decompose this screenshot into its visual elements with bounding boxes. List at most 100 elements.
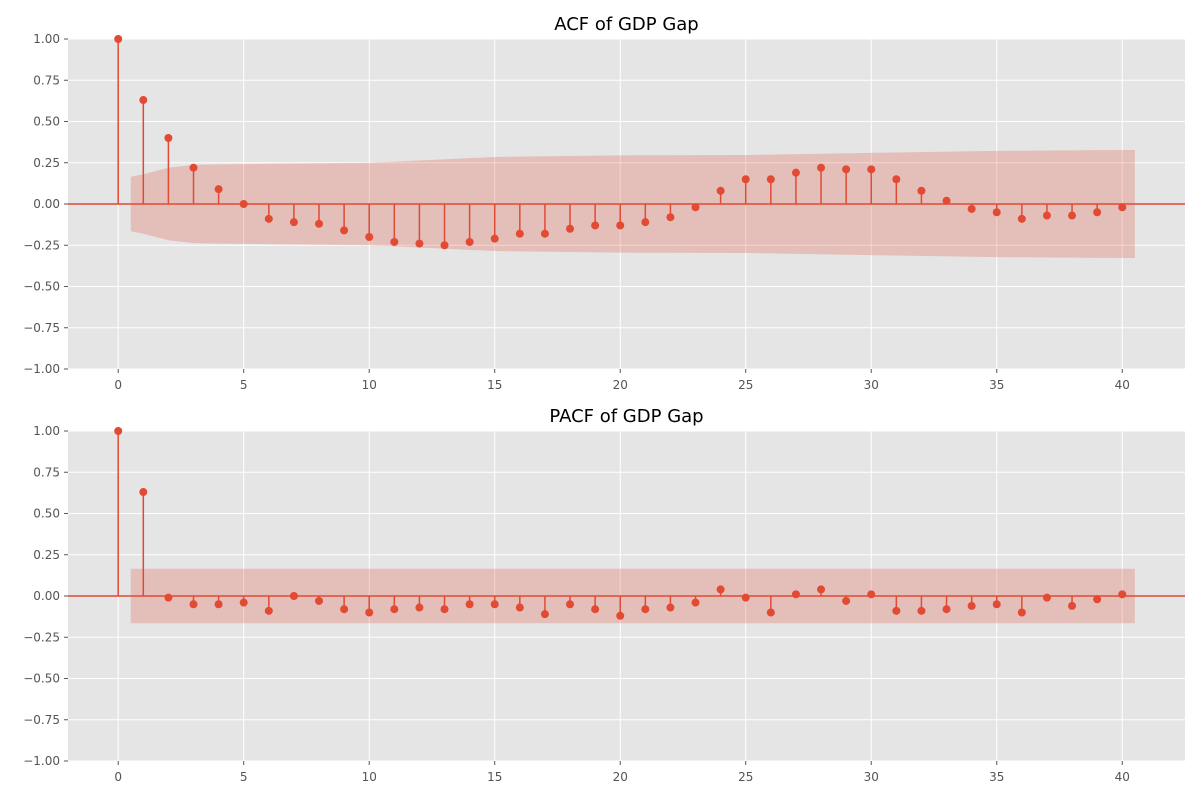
x-tick-label: 10 [362, 770, 377, 784]
stem-marker [465, 237, 474, 246]
stem-marker [766, 608, 775, 617]
stem-marker [766, 175, 775, 184]
y-tick-label: 1.00 [33, 424, 60, 438]
stems [114, 427, 1127, 620]
stem-marker [440, 605, 449, 614]
y-tick-label: 0.00 [33, 589, 60, 603]
stem-marker [1093, 595, 1102, 604]
y-tick-label: −0.75 [23, 321, 60, 335]
stem-marker [842, 596, 851, 605]
y-tick-label: 0.50 [33, 507, 60, 521]
stem-marker [566, 224, 575, 233]
y-tick-label: −1.00 [23, 754, 60, 768]
stem-marker [440, 241, 449, 250]
stem-marker [741, 175, 750, 184]
stem-marker [315, 219, 324, 228]
stem-marker [666, 603, 675, 612]
stem-marker [189, 163, 198, 172]
stem-marker [515, 229, 524, 238]
stem-marker [1017, 214, 1026, 223]
stem-marker [566, 600, 575, 609]
acf-panel: 0 5 10 15 20 25 30 35 40 1.00 0.75 0.50 0.25 0.00 −0.2… [23, 14, 1185, 392]
stem-marker [791, 168, 800, 177]
stem-marker [892, 606, 901, 615]
stem-marker [1068, 211, 1077, 220]
stem-marker [540, 229, 549, 238]
x-tick-label: 30 [864, 378, 879, 392]
y-tick-labels: 1.00 0.75 0.50 0.25 0.00 −0.25 −0.50 −0.75 −1.00 [23, 32, 68, 376]
stem-marker [1118, 203, 1127, 212]
x-tick-label: 25 [738, 378, 753, 392]
x-tick-label: 0 [114, 770, 122, 784]
x-tick-label: 15 [487, 378, 502, 392]
stem-marker [691, 598, 700, 607]
x-tick-labels: 0 5 10 15 20 25 30 35 40 [114, 369, 1130, 392]
stem-marker [641, 218, 650, 227]
x-tick-label: 25 [738, 770, 753, 784]
x-tick-label: 0 [114, 378, 122, 392]
chart-title: PACF of GDP Gap [549, 406, 703, 427]
stem-marker [942, 605, 951, 614]
stem-marker [817, 163, 826, 172]
stem-marker [289, 592, 298, 600]
stem-marker [992, 600, 1001, 609]
stem-marker [390, 237, 399, 246]
stem-marker [189, 600, 198, 609]
stem-marker [716, 585, 725, 594]
y-tick-label: 0.25 [33, 156, 60, 170]
y-tick-labels: 1.00 0.75 0.50 0.25 0.00 −0.25 −0.50 −0.75 −1.00 [23, 424, 68, 768]
x-tick-label: 20 [613, 378, 628, 392]
stem-marker [942, 196, 951, 205]
stem-marker [214, 600, 223, 609]
stem-marker [139, 488, 148, 497]
stem-marker [992, 208, 1001, 217]
y-tick-label: −0.25 [23, 238, 60, 252]
stem-marker [415, 603, 424, 612]
stem-marker [1068, 601, 1077, 610]
stem-marker [1042, 593, 1051, 602]
stem-marker [365, 608, 374, 617]
x-tick-labels: 0 5 10 15 20 25 30 35 40 [114, 761, 1130, 784]
y-tick-label: −0.75 [23, 713, 60, 727]
stem-marker [540, 610, 549, 619]
pacf-panel: 0 5 10 15 20 25 30 35 40 1.00 0.75 0.50 0.25 0.00 −0.2… [23, 406, 1185, 784]
stem-marker [214, 185, 223, 194]
stem-marker [114, 427, 123, 435]
y-tick-label: −0.50 [23, 672, 60, 686]
stem-marker [515, 603, 524, 612]
stem-marker [264, 214, 273, 223]
stem-marker [967, 601, 976, 610]
stem-marker [842, 165, 851, 174]
stem-marker [239, 598, 248, 607]
y-tick-label: 1.00 [33, 32, 60, 46]
stems [114, 35, 1127, 250]
stem-marker [716, 186, 725, 195]
stem-marker [591, 221, 600, 230]
stem-marker [1017, 608, 1026, 617]
stem-marker [164, 134, 173, 142]
stem-marker [415, 239, 424, 248]
stem-marker [289, 218, 298, 227]
stem-marker [917, 186, 926, 195]
stem-marker [691, 203, 700, 212]
stem-marker [490, 600, 499, 609]
x-tick-label: 35 [989, 378, 1004, 392]
stem-marker [867, 590, 876, 599]
stem-marker [139, 96, 148, 105]
stem-marker [264, 606, 273, 615]
x-tick-label: 40 [1115, 770, 1130, 784]
stem-marker [892, 175, 901, 184]
x-tick-label: 5 [240, 378, 248, 392]
y-tick-label: 0.00 [33, 197, 60, 211]
stem-marker [114, 35, 123, 43]
stem-marker [390, 605, 399, 614]
x-tick-label: 5 [240, 770, 248, 784]
stem-marker [616, 221, 625, 230]
stem-marker [465, 600, 474, 609]
stem-marker [791, 590, 800, 599]
y-tick-label: 0.25 [33, 548, 60, 562]
stem-marker [1042, 211, 1051, 220]
stem-marker [666, 213, 675, 222]
stem-marker [867, 165, 876, 174]
